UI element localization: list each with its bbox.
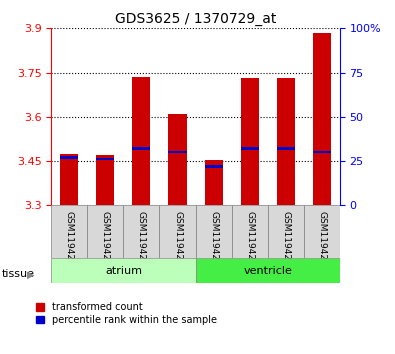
Text: GSM119425: GSM119425 [173,211,182,266]
FancyBboxPatch shape [51,258,196,283]
Bar [276,78,295,205]
Bar [313,33,331,205]
Text: GSM119429: GSM119429 [317,211,326,266]
Text: GSM119424: GSM119424 [137,211,146,265]
Bar [241,79,259,205]
FancyBboxPatch shape [231,205,267,258]
Text: GSM119427: GSM119427 [245,211,254,266]
Bar [241,148,259,150]
FancyBboxPatch shape [87,205,123,258]
Text: ventricle: ventricle [243,266,292,276]
Text: GSM119428: GSM119428 [281,211,290,266]
Bar [169,114,186,205]
Bar [60,156,78,159]
Text: GSM119422: GSM119422 [65,211,74,265]
Bar [96,155,115,205]
FancyBboxPatch shape [51,205,87,258]
Bar [132,148,150,150]
Text: atrium: atrium [105,266,142,276]
Bar [169,151,186,153]
Bar [205,160,222,205]
FancyBboxPatch shape [123,205,160,258]
Bar [205,165,222,167]
Bar [96,158,115,160]
Bar [276,148,295,150]
Bar [313,151,331,153]
Title: GDS3625 / 1370729_at: GDS3625 / 1370729_at [115,12,276,26]
Bar [60,154,78,205]
Bar [132,77,150,205]
FancyBboxPatch shape [304,205,340,258]
Text: GSM119423: GSM119423 [101,211,110,266]
FancyBboxPatch shape [196,258,340,283]
FancyBboxPatch shape [196,205,231,258]
Text: ▶: ▶ [27,269,34,279]
FancyBboxPatch shape [160,205,196,258]
Text: tissue: tissue [2,269,35,279]
Text: GSM119426: GSM119426 [209,211,218,266]
FancyBboxPatch shape [267,205,304,258]
Legend: transformed count, percentile rank within the sample: transformed count, percentile rank withi… [36,302,217,325]
